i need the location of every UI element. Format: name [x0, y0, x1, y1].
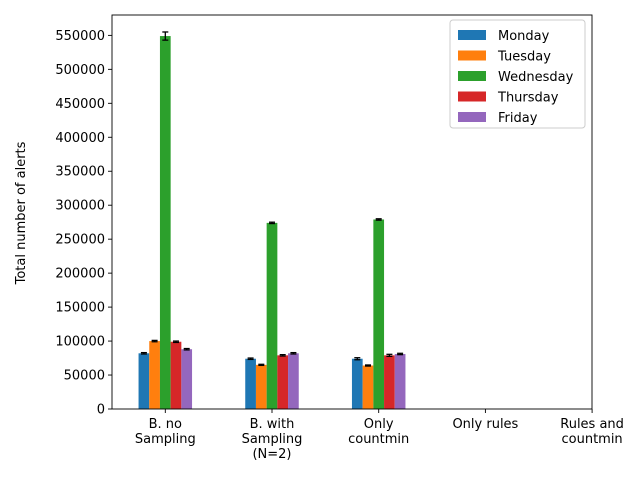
bar — [266, 222, 278, 409]
y-tick-label: 450000 — [55, 97, 105, 112]
bar — [255, 364, 267, 409]
x-tick-label: Rules and countmin — [560, 417, 624, 447]
legend-label: Thursday — [497, 91, 559, 106]
y-tick-label: 50000 — [64, 369, 105, 384]
bar — [288, 353, 299, 409]
y-axis-label: Total number of alerts — [14, 141, 29, 285]
y-tick-label: 400000 — [55, 131, 105, 146]
y-tick-label: 550000 — [55, 29, 105, 44]
legend-swatch — [458, 91, 486, 102]
x-tick-label: B. no Sampling — [135, 417, 196, 447]
y-tick-label: 0 — [97, 403, 105, 418]
y-tick-label: 200000 — [55, 267, 105, 282]
x-tick-label: Only countmin — [348, 417, 409, 447]
bar — [170, 341, 182, 409]
bar — [362, 365, 374, 409]
bar — [149, 341, 160, 409]
x-tick-label: B. with Sampling (N=2) — [242, 417, 303, 462]
y-tick-label: 250000 — [55, 233, 105, 248]
plot-area: 0 50000 100000 150000 200000 250000 300000 3500… — [55, 14, 624, 462]
bar — [351, 358, 363, 409]
legend-label: Wednesday — [498, 70, 574, 85]
bar — [159, 36, 171, 409]
bar — [277, 355, 289, 409]
x-tick-label: Only rules — [452, 417, 518, 432]
bar — [138, 353, 150, 409]
legend-swatch — [458, 50, 486, 61]
legend-label: Tuesday — [497, 50, 551, 65]
bar — [181, 349, 193, 409]
legend-swatch — [458, 30, 486, 40]
bar — [394, 353, 406, 409]
bar — [384, 355, 395, 409]
axes-frame — [111, 14, 593, 410]
legend-label: Friday — [498, 111, 538, 126]
y-tick-label: 100000 — [55, 335, 105, 350]
bar — [245, 358, 256, 409]
legend-swatch — [458, 112, 486, 122]
y-tick-label: 350000 — [55, 165, 105, 180]
y-tick-label: 500000 — [55, 63, 105, 78]
legend-swatch — [458, 71, 486, 81]
legend: Monday Tuesday Wednesday Thursday Friday — [449, 19, 586, 129]
y-tick-label: 300000 — [55, 199, 105, 214]
bar — [373, 219, 385, 409]
legend-label: Monday — [498, 29, 550, 44]
y-tick-label: 150000 — [55, 301, 105, 316]
